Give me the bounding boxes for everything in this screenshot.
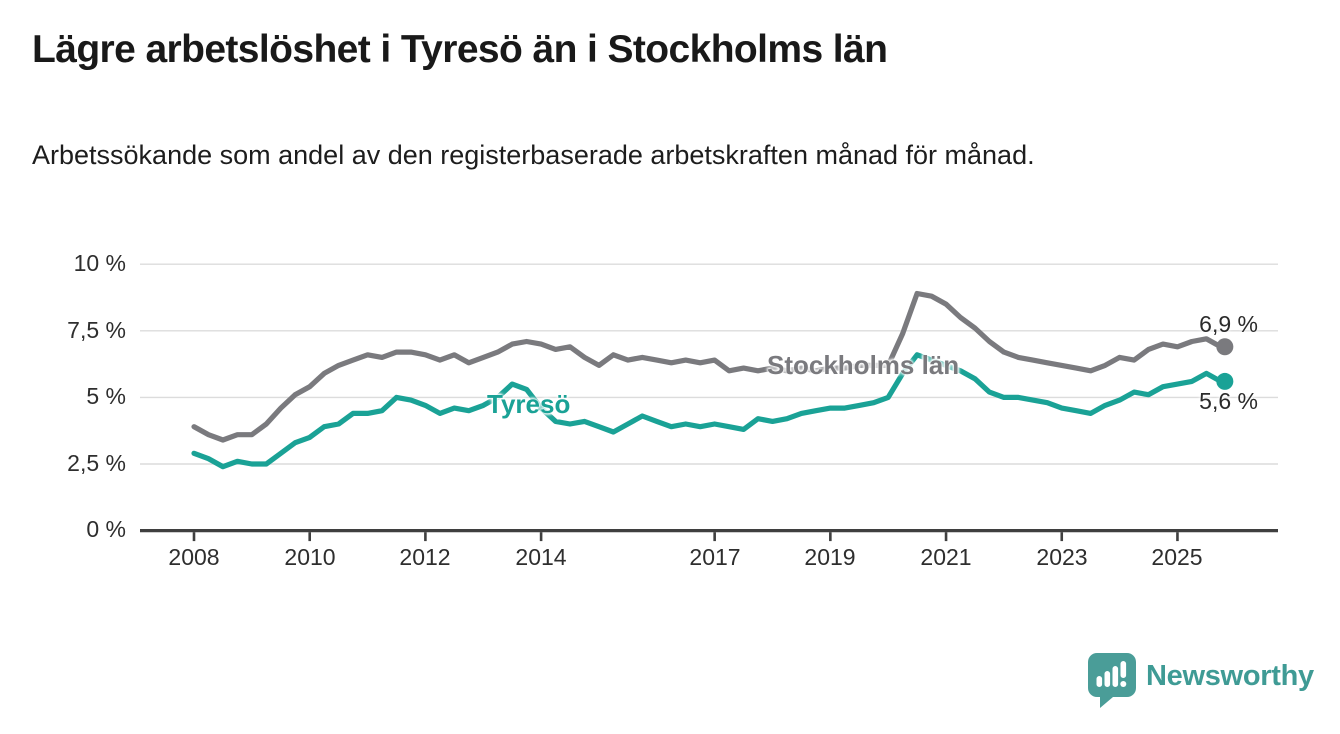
x-tick-label: 2021 [920, 544, 972, 570]
end-value-label-tyreso: 5,6 % [1199, 388, 1258, 414]
series-label-tyreso: Tyresö [487, 389, 571, 419]
x-tick-label: 2008 [168, 544, 220, 570]
chart-subtitle: Arbetssökande som andel av den registerb… [32, 140, 1035, 170]
y-tick-label: 7,5 % [67, 317, 126, 343]
y-tick-label: 10 % [73, 250, 126, 276]
end-dot-stockholms-lan [1216, 338, 1234, 356]
x-tick-label: 2010 [284, 544, 336, 570]
y-tick-label: 2,5 % [67, 450, 126, 476]
series-line-stockholms-lan [191, 290, 1224, 443]
chart-title: Lägre arbetslöshet i Tyresö än i Stockho… [32, 28, 888, 71]
y-tick-label: 0 % [86, 516, 126, 542]
x-tick-label: 2023 [1036, 544, 1088, 570]
series-label-stockholms-lan: Stockholms län [767, 350, 960, 380]
x-tick-label: 2019 [804, 544, 856, 570]
exclamation-dot [1120, 681, 1127, 687]
end-value-label-stockholms-lan: 6,9 % [1199, 311, 1258, 337]
series-line-tyreso [191, 352, 1224, 470]
x-tick-label: 2017 [689, 544, 741, 570]
bar-3 [1112, 666, 1119, 687]
x-tick-label: 2025 [1151, 544, 1203, 570]
newsworthy-icon [1088, 653, 1136, 708]
bar-1 [1096, 676, 1103, 687]
y-tick-label: 5 % [86, 383, 126, 409]
speech-bubble-shape [1088, 653, 1136, 708]
exclamation-bar [1120, 661, 1127, 678]
x-tick-label: 2014 [515, 544, 567, 570]
newsworthy-wordmark: Newsworthy [1146, 660, 1314, 692]
bar-2 [1104, 671, 1111, 687]
newsworthy-logo[interactable]: Newsworthy [1087, 652, 1314, 712]
x-tick-label: 2012 [399, 544, 451, 570]
